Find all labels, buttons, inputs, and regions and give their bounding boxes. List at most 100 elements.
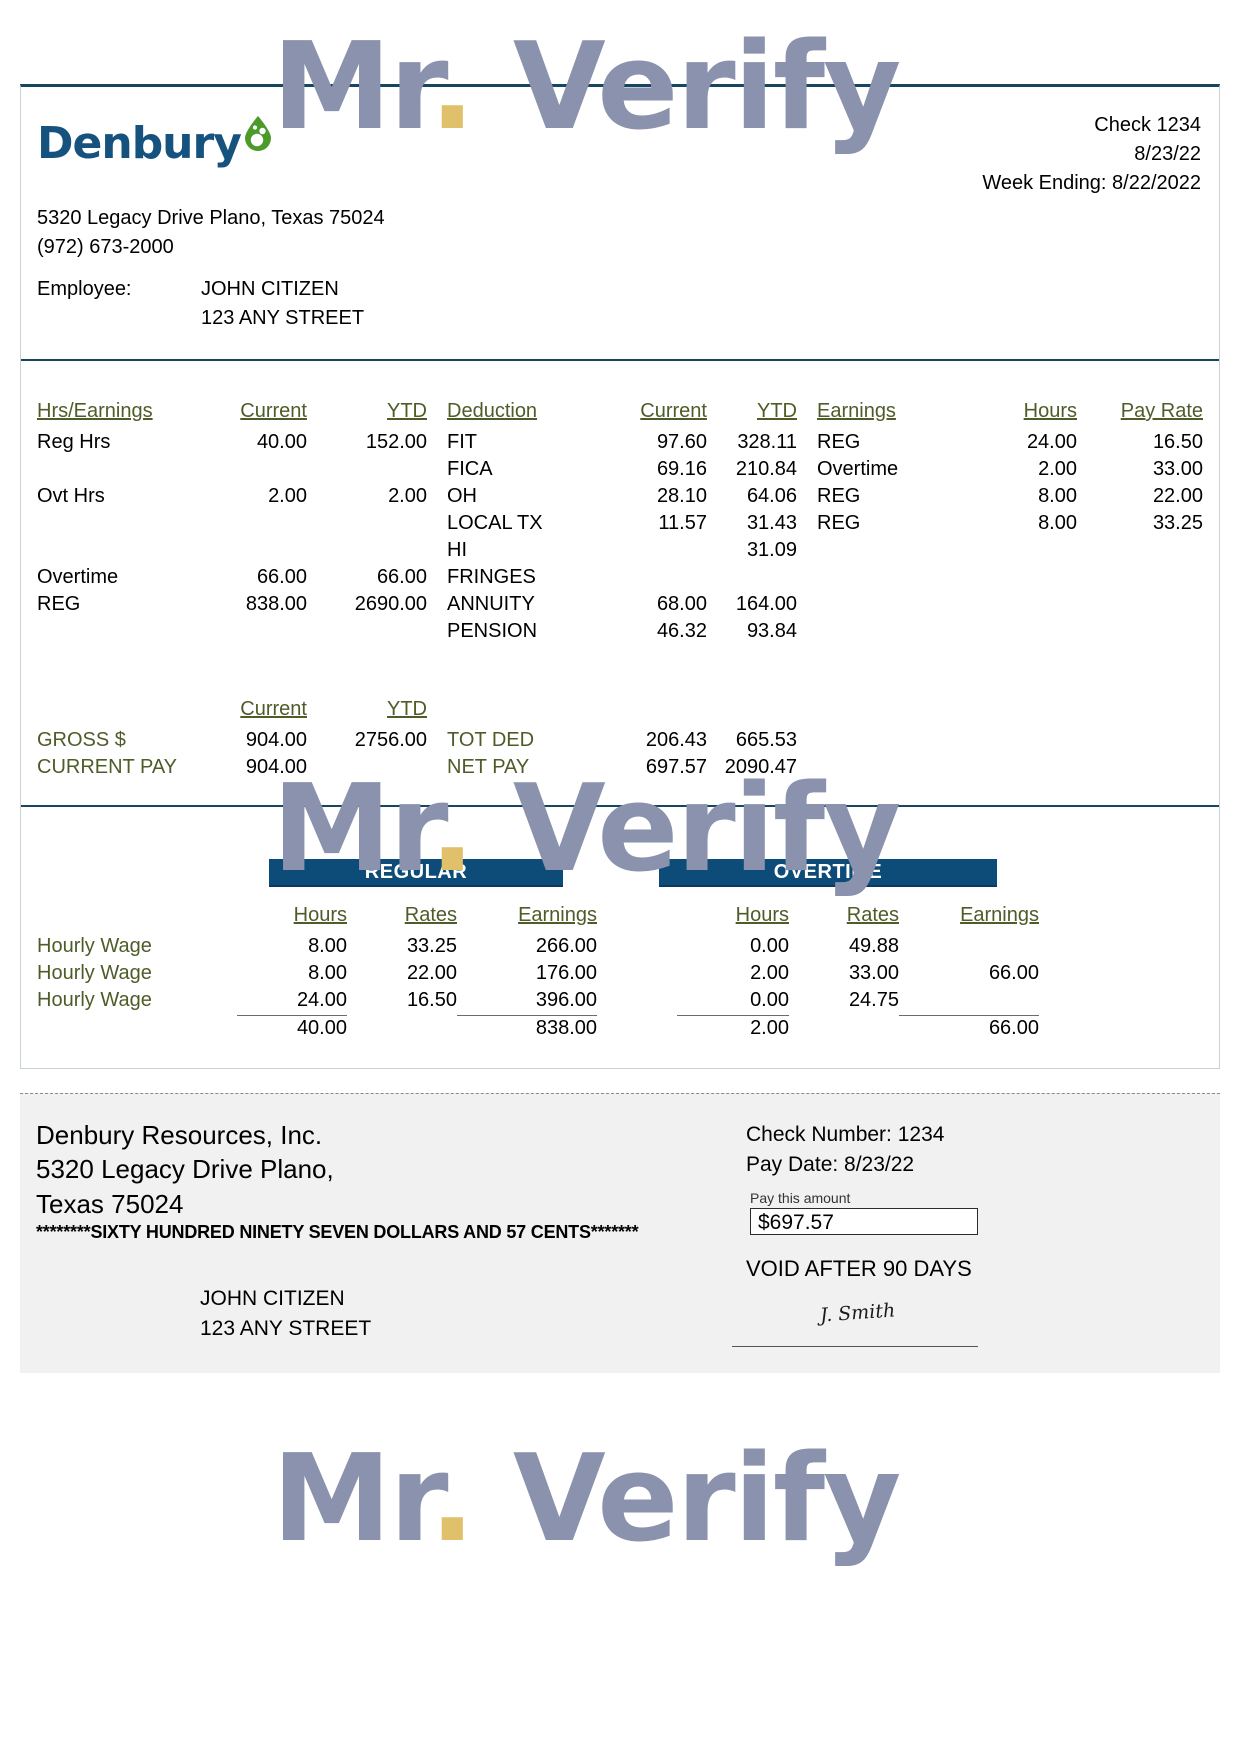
totded-current: 206.43 — [645, 729, 707, 751]
summary-header-row: Current YTD — [37, 697, 1203, 728]
wage-label: Hourly Wage — [37, 962, 152, 984]
table-row: Overtime 66.00 66.00 FRINGES — [37, 565, 1203, 592]
col-hours: Hours — [1023, 400, 1077, 422]
col-ded-current: Current — [640, 400, 707, 422]
reg-col-hours: Hours — [293, 904, 347, 926]
spacer — [797, 484, 817, 511]
ovt-earnings — [899, 934, 1039, 961]
ovt-hours: 0.00 — [750, 935, 789, 957]
earn-hours — [947, 619, 1077, 646]
ded-label: ANNUITY — [447, 593, 535, 615]
spacer — [789, 1016, 899, 1044]
check-date: 8/23/22 — [1134, 143, 1201, 165]
reg-earnings: 396.00 — [535, 989, 597, 1011]
hrs-current — [187, 538, 307, 565]
spacer — [797, 592, 817, 619]
hrs-current: 40.00 — [256, 431, 307, 453]
ded-ytd: 93.84 — [746, 620, 797, 642]
hrs-current — [187, 511, 307, 538]
earn-rate: 33.25 — [1152, 512, 1203, 534]
ded-label: OH — [447, 485, 477, 507]
breakdown-header-row: Hours Rates Earnings Hours Rates Earning… — [37, 903, 1203, 934]
earn-hours: 2.00 — [1038, 458, 1077, 480]
earn-rate — [1077, 592, 1203, 619]
company-logo: Denbury — [37, 115, 273, 172]
spacer — [427, 430, 447, 457]
earn-rate — [1077, 565, 1203, 592]
ded-label: FIT — [447, 431, 477, 453]
employee-address: 123 ANY STREET — [201, 307, 365, 329]
spacer — [427, 565, 447, 592]
spacer — [597, 934, 677, 961]
currentpay-label: CURRENT PAY — [37, 756, 178, 778]
reg-col-rates: Rates — [404, 904, 457, 926]
hrs-ytd — [307, 619, 427, 646]
pay-this-amount-label: Pay this amount — [750, 1190, 851, 1206]
spacer — [37, 903, 237, 934]
amount-in-words: ********SIXTY HUNDRED NINETY SEVEN DOLLA… — [36, 1222, 639, 1242]
employee-name: JOHN CITIZEN — [201, 278, 339, 300]
ded-label: HI — [447, 539, 467, 561]
ded-current: 11.57 — [658, 512, 707, 534]
spacer — [427, 728, 447, 755]
earn-label: Overtime — [817, 458, 899, 480]
table-row: Reg Hrs 40.00 152.00 FIT 97.60 328.11 RE… — [37, 430, 1203, 457]
spacer — [797, 728, 1203, 755]
netpay-current: 697.57 — [645, 756, 707, 778]
hrs-label: Ovt Hrs — [37, 485, 105, 507]
hrs-label — [37, 538, 187, 565]
table-row: GROSS $ 904.00 2756.00 TOT DED 206.43 66… — [37, 728, 1203, 755]
spacer — [427, 511, 447, 538]
col-ded-ytd: YTD — [757, 400, 797, 422]
void-notice: VOID AFTER 90 DAYS — [746, 1256, 972, 1281]
signature: J. Smith — [819, 1299, 896, 1327]
header-divider — [21, 359, 1219, 361]
hrs-current: 2.00 — [268, 485, 307, 507]
spacer — [37, 1016, 237, 1044]
hrs-ytd: 66.00 — [376, 566, 427, 588]
earn-label — [817, 592, 947, 619]
gross-ytd: 2756.00 — [354, 729, 427, 751]
spacer — [797, 697, 1203, 728]
hrs-label: REG — [37, 593, 81, 615]
earn-label — [817, 619, 947, 646]
spacer — [427, 619, 447, 646]
check-company-block: Denbury Resources, Inc. 5320 Legacy Driv… — [36, 1118, 334, 1221]
reg-rate: 16.50 — [406, 989, 457, 1012]
ovt-hours: 2.00 — [750, 962, 789, 984]
company-phone: (972) 673-2000 — [37, 236, 174, 258]
spacer — [1039, 1016, 1203, 1044]
ded-current: 46.32 — [656, 620, 707, 642]
earn-rate: 33.00 — [1152, 458, 1203, 480]
signature-line — [732, 1346, 978, 1347]
reg-earnings: 176.00 — [535, 962, 597, 984]
company-address-line1: 5320 Legacy Drive Plano, Texas 75024 — [37, 207, 385, 229]
reg-hours: 8.00 — [308, 962, 347, 984]
spacer — [797, 538, 817, 565]
col-earnings: Earnings — [817, 400, 896, 422]
reg-rate: 33.25 — [406, 935, 457, 957]
summary-col-ytd: YTD — [387, 698, 427, 720]
employee-label: Employee: — [37, 278, 132, 300]
earnings-deductions-table: Hrs/Earnings Current YTD Deduction Curre… — [37, 399, 1203, 646]
reg-total-hours: 40.00 — [237, 1015, 347, 1043]
overtime-banner: OVERTIME — [659, 859, 997, 887]
table-row: Hourly Wage 24.00 16.50 396.00 0.00 24.7… — [37, 988, 1203, 1016]
col-pay-rate: Pay Rate — [1120, 400, 1203, 422]
hrs-label — [37, 457, 187, 484]
spacer — [1039, 988, 1203, 1016]
earn-label: REG — [817, 512, 861, 534]
earn-hours: 8.00 — [1038, 485, 1077, 507]
wage-breakdown-table: Hours Rates Earnings Hours Rates Earning… — [37, 903, 1203, 1043]
table-row: Hourly Wage 8.00 22.00 176.00 2.00 33.00… — [37, 961, 1203, 988]
earn-label: REG — [817, 485, 861, 507]
spacer — [707, 697, 797, 728]
hrs-label: Overtime — [37, 566, 119, 588]
check-number: Check 1234 — [1094, 114, 1201, 136]
table-row: PENSION 46.32 93.84 — [37, 619, 1203, 646]
check-amount-field[interactable]: $697.57 — [750, 1208, 978, 1235]
spacer — [1039, 903, 1203, 934]
spacer — [797, 565, 817, 592]
netpay-label: NET PAY — [447, 756, 530, 778]
ded-ytd: 31.09 — [746, 539, 797, 561]
